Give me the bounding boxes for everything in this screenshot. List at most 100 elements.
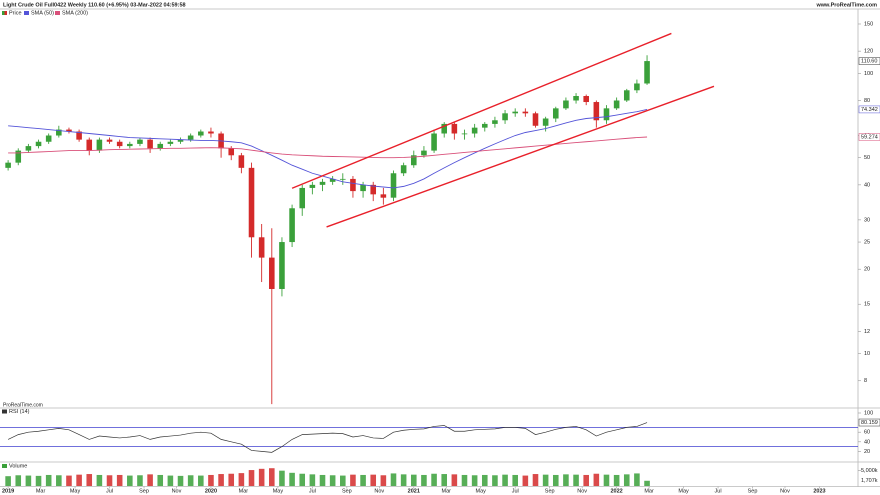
legend-swatch — [2, 409, 7, 414]
volume-bar — [319, 474, 326, 486]
y-tick-label: 40 — [864, 182, 870, 188]
volume-bar — [390, 473, 397, 486]
volume-bar — [512, 474, 518, 486]
candle-body — [512, 111, 518, 114]
sma-line — [8, 136, 648, 159]
y-tick-label: 40 — [864, 439, 870, 445]
volume-bar — [187, 475, 194, 486]
x-tick-label: Nov — [577, 488, 587, 494]
candle-body — [502, 113, 508, 121]
volume-bar — [208, 474, 214, 486]
candle-body — [400, 165, 407, 174]
candle-body — [35, 141, 42, 147]
candle-body — [56, 129, 62, 136]
candle-body — [583, 96, 589, 103]
candle-body — [137, 139, 143, 144]
volume-bar — [25, 475, 32, 486]
x-tick-label: Sep — [342, 488, 352, 494]
candle-body — [238, 155, 245, 168]
volume-bar — [45, 474, 52, 486]
candle-body — [157, 143, 164, 149]
volume-bar — [299, 473, 306, 486]
candle-body — [390, 173, 397, 198]
panel-label: RSI (14) — [9, 409, 30, 415]
x-tick-label: Sep — [748, 488, 758, 494]
volume-bar — [492, 475, 498, 486]
x-tick-label: 2022 — [610, 488, 622, 494]
volume-bar — [563, 474, 569, 486]
volume-bar — [15, 475, 22, 486]
watermark: ProRealTime.com — [3, 402, 43, 408]
candle-body — [309, 184, 316, 188]
volume-bar — [644, 480, 650, 486]
value-tag — [858, 418, 880, 427]
value-tag-label: 80.159 — [861, 420, 878, 426]
volume-bar — [522, 475, 529, 486]
candle-body — [613, 100, 620, 109]
volume-bar — [157, 474, 164, 486]
candle-body — [542, 118, 549, 126]
volume-bar — [137, 475, 143, 486]
volume-bar — [86, 474, 93, 486]
candle-body — [329, 178, 336, 182]
candle-body — [360, 184, 366, 192]
volume-bar — [96, 474, 103, 486]
volume-bar — [177, 475, 184, 486]
volume-bar — [461, 474, 468, 486]
value-tag-label: 59.274 — [861, 134, 878, 140]
y-tick-label: 80 — [864, 98, 870, 104]
candle-body — [441, 123, 448, 134]
candle-body — [106, 139, 113, 142]
x-tick-label: Jul — [309, 488, 316, 494]
y-tick-label: 50 — [864, 155, 870, 161]
x-tick-label: May — [70, 488, 81, 494]
x-tick-label: Sep — [545, 488, 555, 494]
candle-body — [269, 257, 275, 289]
volume-bar — [532, 474, 539, 486]
volume-bar — [198, 475, 204, 486]
x-tick-label: Sep — [139, 488, 149, 494]
candle-body — [593, 102, 600, 121]
candle-body — [623, 90, 630, 101]
candle-body — [127, 143, 133, 147]
candle-body — [451, 123, 458, 134]
volume-bar — [481, 474, 488, 486]
y-tick-label: 100 — [864, 71, 873, 77]
candle-body — [228, 148, 235, 156]
value-tag — [858, 57, 880, 65]
volume-bar — [228, 473, 235, 486]
rsi-line — [7, 422, 648, 453]
chart-title: Light Crude Oil Full0422 Weekly 110.60 (… — [3, 2, 186, 8]
candle-body — [76, 131, 82, 140]
volume-bar — [471, 475, 478, 486]
legend-swatch — [2, 464, 7, 468]
volume-bar — [289, 472, 295, 486]
candle-body — [45, 135, 52, 142]
volume-bar — [360, 474, 366, 486]
x-tick-label: May — [476, 488, 487, 494]
volume-bar — [127, 475, 133, 486]
candle-body — [15, 150, 22, 163]
x-tick-label: 2023 — [813, 488, 825, 494]
volume-bar — [573, 474, 579, 486]
volume-bar — [400, 474, 407, 486]
volume-bar — [5, 476, 11, 486]
volume-bar — [350, 474, 356, 486]
legend-swatch — [4, 11, 7, 15]
candle-body — [167, 141, 174, 144]
candle-body — [299, 187, 306, 209]
volume-bar — [106, 475, 113, 486]
volume-bar — [593, 473, 600, 486]
candle-body — [421, 150, 427, 156]
candle-body — [25, 146, 32, 151]
candle-body — [532, 113, 539, 126]
trend-line — [291, 32, 672, 189]
y-tick-label: 100 — [864, 410, 873, 416]
candle-body — [198, 131, 204, 136]
candle-body — [644, 61, 650, 84]
volume-bar — [238, 473, 245, 486]
legend-label: SMA (50) — [31, 11, 54, 17]
sma-line — [8, 108, 648, 189]
